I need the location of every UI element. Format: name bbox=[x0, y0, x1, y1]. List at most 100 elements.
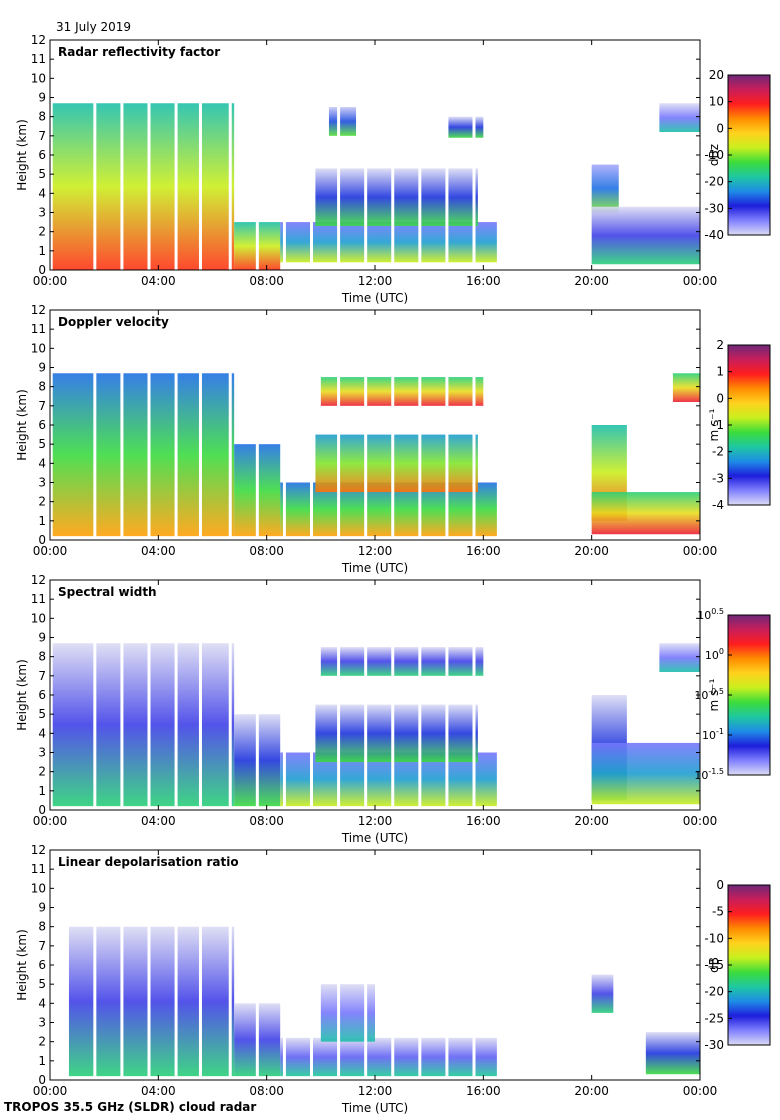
x-tick-label: 16:00 bbox=[466, 1084, 501, 1098]
colorbar-tick-label: -5 bbox=[712, 905, 724, 919]
scan-gap bbox=[364, 850, 368, 1080]
y-tick-label: 12 bbox=[31, 33, 46, 47]
scan-gap bbox=[337, 310, 341, 540]
data-region bbox=[52, 643, 235, 807]
scan-gap bbox=[310, 40, 313, 270]
y-tick-label: 3 bbox=[38, 206, 46, 220]
colorbar bbox=[727, 74, 771, 236]
colorbar-tick-label: -20 bbox=[704, 985, 724, 999]
x-tick-label: 00:00 bbox=[33, 814, 68, 828]
y-tick-label: 5 bbox=[38, 167, 46, 181]
data-region bbox=[591, 974, 614, 1013]
y-tick-label: 11 bbox=[31, 592, 46, 606]
y-tick-label: 8 bbox=[38, 650, 46, 664]
scan-gap bbox=[445, 40, 449, 270]
scan-gap bbox=[147, 40, 151, 270]
y-tick-label: 0 bbox=[38, 263, 46, 277]
colorbar-tick-label: 100.5 bbox=[697, 607, 724, 622]
scan-gap bbox=[445, 310, 449, 540]
x-tick-label: 00:00 bbox=[33, 274, 68, 288]
y-tick-label: 10 bbox=[31, 71, 46, 85]
y-axis-label: Height (km) bbox=[15, 929, 29, 1000]
scan-gap bbox=[310, 850, 313, 1080]
scan-gap bbox=[120, 580, 124, 810]
colorbar-tick-label: 10-1.5 bbox=[694, 767, 724, 782]
y-tick-label: 4 bbox=[38, 996, 46, 1010]
scan-gap bbox=[391, 310, 395, 540]
scan-gap bbox=[282, 40, 286, 270]
colorbar-tick-label: 20 bbox=[709, 68, 724, 82]
colorbar-tick-label: -10 bbox=[704, 931, 724, 945]
y-tick-label: 12 bbox=[31, 843, 46, 857]
instrument-label: TROPOS 35.5 GHz (SLDR) cloud radar bbox=[4, 1100, 257, 1114]
y-axis-label: Height (km) bbox=[15, 659, 29, 730]
panel-1: Radar reflectivity factor012345678910111… bbox=[15, 33, 771, 305]
y-tick-label: 10 bbox=[31, 341, 46, 355]
y-tick-label: 11 bbox=[31, 862, 46, 876]
data-region bbox=[280, 1037, 497, 1077]
scan-gap bbox=[337, 850, 341, 1080]
y-tick-label: 9 bbox=[38, 631, 46, 645]
scan-gap bbox=[445, 580, 449, 810]
y-tick-label: 1 bbox=[38, 784, 46, 798]
x-tick-label: 08:00 bbox=[249, 544, 284, 558]
x-tick-label: 08:00 bbox=[249, 274, 284, 288]
y-tick-label: 10 bbox=[31, 881, 46, 895]
x-tick-label: 12:00 bbox=[358, 274, 393, 288]
y-tick-label: 7 bbox=[38, 399, 46, 413]
colorbar-tick-label: 10 bbox=[709, 95, 724, 109]
y-tick-label: 9 bbox=[38, 361, 46, 375]
scan-gap bbox=[255, 40, 259, 270]
scan-gap bbox=[391, 850, 395, 1080]
scan-gap bbox=[198, 40, 202, 270]
x-tick-label: 00:00 bbox=[683, 1084, 718, 1098]
colorbar-tick-label: -10 bbox=[704, 148, 724, 162]
scan-gap bbox=[282, 850, 286, 1080]
scan-gap bbox=[282, 580, 286, 810]
x-tick-label: 00:00 bbox=[33, 544, 68, 558]
y-tick-label: 1 bbox=[38, 1054, 46, 1068]
x-axis-label: Time (UTC) bbox=[341, 1101, 408, 1115]
colorbar-tick-label: -4 bbox=[712, 498, 724, 512]
data-region bbox=[591, 206, 700, 265]
colorbar-tick-label: 0 bbox=[716, 878, 724, 892]
x-tick-label: 16:00 bbox=[466, 274, 501, 288]
x-tick-label: 04:00 bbox=[141, 814, 176, 828]
scan-gap bbox=[472, 310, 476, 540]
y-tick-label: 12 bbox=[31, 573, 46, 587]
y-tick-label: 0 bbox=[38, 533, 46, 547]
colorbar bbox=[727, 344, 771, 506]
scan-gap bbox=[255, 580, 259, 810]
y-tick-label: 4 bbox=[38, 726, 46, 740]
data-region bbox=[591, 164, 619, 213]
scan-gap bbox=[147, 850, 151, 1080]
scan-gap bbox=[391, 40, 395, 270]
scan-gap bbox=[418, 850, 422, 1080]
scan-gap bbox=[255, 310, 259, 540]
y-tick-label: 11 bbox=[31, 322, 46, 336]
data-region bbox=[659, 643, 700, 672]
scan-gap bbox=[310, 310, 313, 540]
scan-gap bbox=[93, 580, 97, 810]
colorbar-tick-label: 1 bbox=[716, 365, 724, 379]
x-axis-label: Time (UTC) bbox=[341, 831, 408, 845]
colorbar-tick-label: -15 bbox=[704, 958, 724, 972]
scan-gap bbox=[364, 310, 368, 540]
x-tick-label: 00:00 bbox=[33, 1084, 68, 1098]
scan-gap bbox=[174, 310, 178, 540]
x-tick-label: 20:00 bbox=[574, 274, 609, 288]
x-tick-label: 00:00 bbox=[683, 274, 718, 288]
scan-gap bbox=[418, 310, 422, 540]
y-tick-label: 6 bbox=[38, 148, 46, 162]
scan-gap bbox=[228, 850, 232, 1080]
scan-gap bbox=[391, 580, 395, 810]
y-tick-label: 4 bbox=[38, 456, 46, 470]
scan-gap bbox=[337, 580, 341, 810]
data-region bbox=[320, 647, 484, 676]
y-tick-label: 11 bbox=[31, 52, 46, 66]
data-region bbox=[591, 742, 700, 805]
y-tick-label: 8 bbox=[38, 920, 46, 934]
scan-gap bbox=[418, 580, 422, 810]
x-tick-label: 04:00 bbox=[141, 1084, 176, 1098]
data-region bbox=[315, 434, 478, 493]
